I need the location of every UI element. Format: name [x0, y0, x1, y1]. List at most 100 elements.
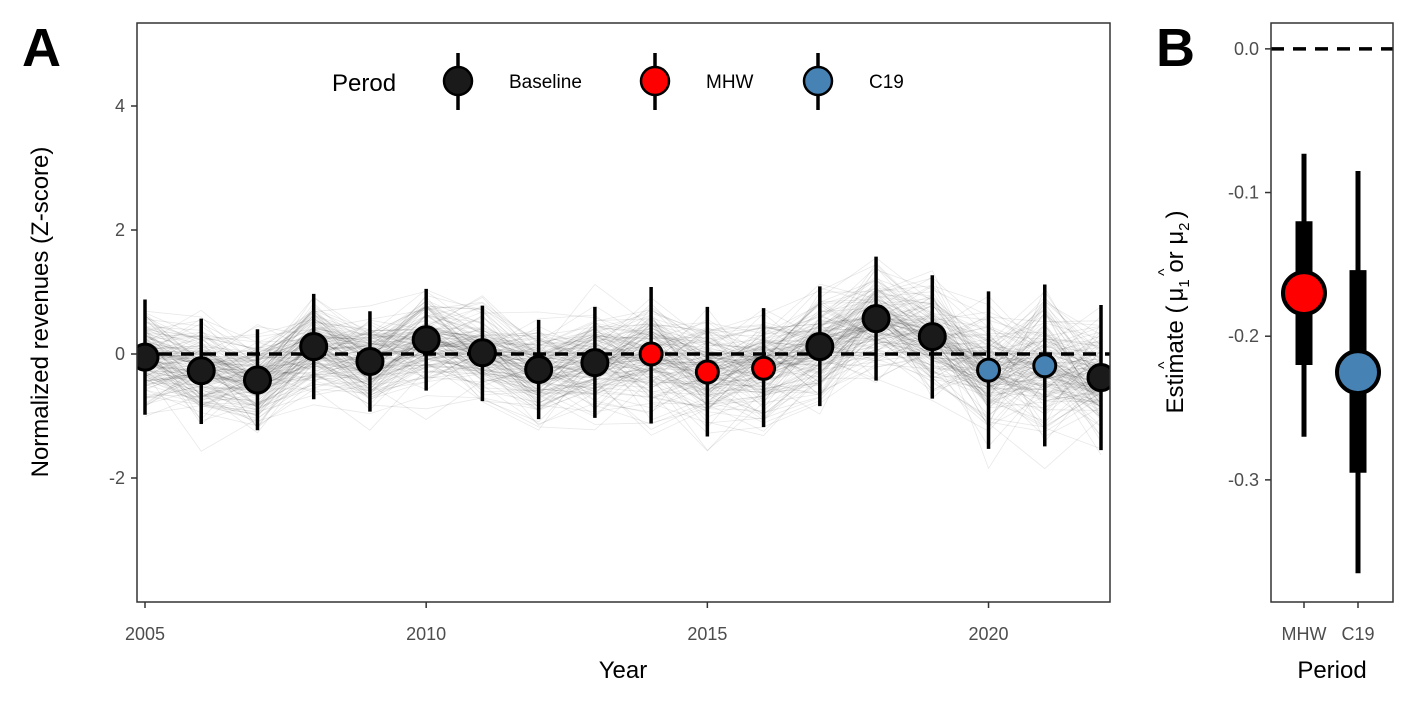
y-tick-label: -0.1: [1228, 183, 1259, 203]
panel-a-x-axis-title: Year: [599, 657, 648, 684]
panel-b-points: [1281, 153, 1381, 574]
point-baseline: [299, 332, 329, 362]
x-tick-label: 2020: [969, 624, 1009, 644]
x-tick-label: 2015: [687, 624, 727, 644]
panel-b-x-axis-title: Period: [1297, 657, 1366, 684]
y-tick-label: -2: [109, 468, 125, 488]
series-line: [144, 336, 1102, 425]
ylabel-sub2: 2: [1176, 222, 1193, 230]
series-line: [144, 257, 1102, 365]
panel-b-frame: [1270, 22, 1394, 603]
series-line: [144, 308, 1102, 408]
series-line: [144, 311, 1102, 410]
point-baseline: [242, 365, 272, 395]
legend-key-baseline: [442, 53, 474, 110]
point-c19: [1032, 353, 1058, 379]
year-estimate-2021: [1032, 284, 1058, 447]
series-line: [144, 341, 1102, 428]
panel-b-y-axis-title: Estimate (μ1 or μ2) ^ ^: [1156, 210, 1193, 413]
ylabel-mu2: μ: [1162, 231, 1189, 245]
year-estimate-2010: [411, 288, 441, 391]
series-line: [144, 309, 1102, 401]
ylabel-hat-2: ^: [1156, 268, 1173, 276]
series-line: [144, 317, 1102, 388]
series-line: [144, 354, 1102, 424]
point-mhw: [751, 355, 777, 381]
x-tick-label: 2010: [406, 624, 446, 644]
series-line: [144, 349, 1102, 456]
y-tick-label: -0.2: [1228, 326, 1259, 346]
x-tick-label: C19: [1341, 624, 1374, 644]
panel-a-x-ticks: 2005 2010 2015 2020: [125, 602, 1009, 644]
year-estimate-2006: [186, 318, 216, 425]
series-line: [144, 279, 1102, 407]
series-line: [144, 298, 1102, 404]
ylabel-sub1: 1: [1176, 279, 1193, 287]
series-line: [144, 305, 1102, 429]
panel-a-y-axis-title: Normalized revenues (Z-score): [27, 147, 54, 478]
series-line: [144, 314, 1102, 409]
series-line: [144, 327, 1102, 426]
series-line: [144, 278, 1102, 374]
series-line: [144, 306, 1102, 408]
point-mhw: [694, 359, 720, 385]
series-line: [144, 284, 1102, 402]
series-line: [144, 336, 1102, 406]
series-line: [144, 323, 1102, 400]
panel-a-background-lines: [144, 257, 1102, 470]
panel-a-plot-area: [136, 22, 1111, 603]
series-line: [144, 283, 1102, 404]
point-baseline: [467, 338, 497, 368]
point-baseline: [1086, 363, 1110, 393]
point-estimate: [1335, 349, 1381, 396]
y-tick-label: 0.0: [1234, 39, 1259, 59]
legend-key-c19: [802, 53, 834, 110]
series-line: [144, 302, 1102, 386]
estimate-mhw: [1281, 153, 1327, 437]
panel-b-x-ticks: MHW C19: [1282, 602, 1375, 644]
series-line: [144, 291, 1102, 397]
y-tick-label: -0.3: [1228, 470, 1259, 490]
series-line: [144, 270, 1102, 383]
year-estimate-2022: [1086, 305, 1110, 451]
point-mhw: [638, 341, 664, 367]
panel-a-frame: [136, 22, 1111, 603]
point-baseline: [411, 325, 441, 355]
y-tick-label: 4: [115, 96, 125, 116]
y-tick-label: 2: [115, 220, 125, 240]
year-estimate-2018: [861, 256, 891, 381]
svg-text:Estimate (μ1 or μ2): Estimate (μ1 or μ2): [1162, 210, 1193, 413]
panel-a-label: A: [22, 18, 61, 78]
series-line: [144, 291, 1102, 411]
series-line: [144, 299, 1102, 377]
legend-label-c19: C19: [869, 72, 904, 93]
series-line: [144, 334, 1102, 413]
series-line: [144, 314, 1102, 372]
series-line: [144, 306, 1102, 421]
series-line: [144, 276, 1102, 389]
series-line: [144, 310, 1102, 417]
point-estimate: [1281, 270, 1327, 317]
year-estimate-2012: [524, 319, 554, 420]
point-baseline: [186, 356, 216, 386]
year-estimate-2007: [242, 329, 272, 431]
series-line: [144, 295, 1102, 410]
y-tick-label: 0: [115, 344, 125, 364]
year-estimate-2013: [580, 306, 610, 418]
series-line: [144, 308, 1102, 402]
series-line: [144, 330, 1102, 429]
point-baseline: [524, 355, 554, 384]
ylabel-suffix: ): [1162, 210, 1189, 218]
point-baseline: [580, 348, 610, 378]
series-line: [144, 317, 1102, 437]
year-estimate-2014: [638, 287, 664, 424]
series-line: [144, 295, 1102, 381]
panel-a: A 2005 2010 2015 2020 -2 0 2 4 Year Normalized…: [22, 18, 1111, 684]
year-estimate-2015: [694, 306, 720, 437]
series-line: [144, 293, 1102, 393]
panel-a-y-ticks: -2 0 2 4: [109, 96, 137, 488]
year-estimate-2016: [751, 308, 777, 428]
series-line: [144, 269, 1102, 365]
panel-b-y-ticks: 0.0 -0.1 -0.2 -0.3: [1228, 39, 1271, 490]
